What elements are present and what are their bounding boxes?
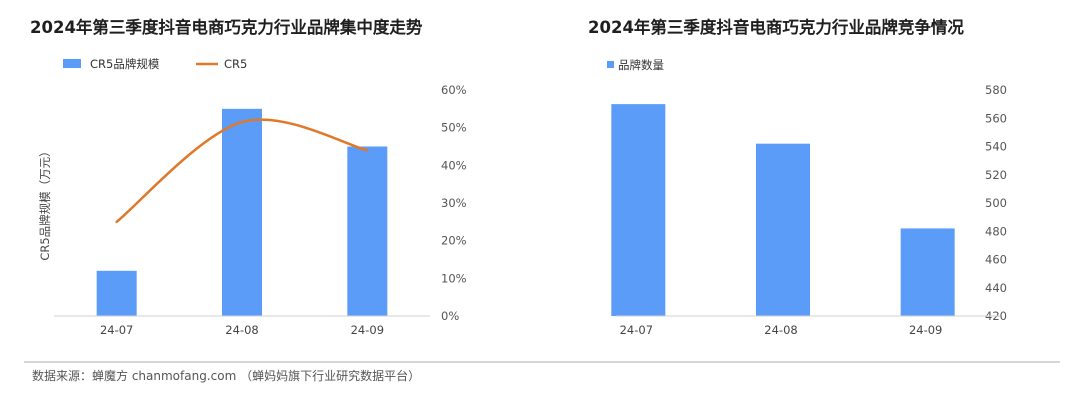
y2-tick-label: 0%: [441, 309, 459, 323]
y-tick-label: 460: [985, 253, 1007, 267]
y-tick-label: 540: [985, 140, 1007, 154]
legend-swatch-brand-count: [607, 61, 614, 68]
x-tick-label: 24-09: [909, 323, 942, 337]
x-tick-label: 24-09: [351, 323, 384, 337]
brand-competition-chart: 品牌数量CR542044046048050052054056058024-072…: [607, 58, 1007, 337]
chart-title-right: 2024年第三季度抖音电商巧克力行业品牌竞争情况: [588, 18, 964, 37]
y2-tick-label: 60%: [441, 83, 467, 97]
legend-label-brand-count: 品牌数量: [618, 58, 664, 72]
y-tick-label: 480: [985, 224, 1007, 238]
legend-label-bars: CR5品牌规模: [90, 57, 160, 71]
bar-brand-count-24-07: [611, 104, 666, 316]
footer-divider: [24, 361, 1060, 363]
chart-title-left: 2024年第三季度抖音电商巧克力行业品牌集中度走势: [30, 18, 423, 37]
y-tick-label: 560: [985, 111, 1007, 125]
x-tick-label: 24-08: [225, 323, 258, 337]
bar-cr5-scale-24-09: [347, 146, 388, 316]
y-tick-label: 580: [985, 83, 1007, 97]
y2-tick-label: 20%: [441, 234, 467, 248]
x-tick-label: 24-07: [100, 323, 133, 337]
brand-concentration-chart: CR5品牌规模 CR5 CR5品牌规模（万元） 0% 10% 20% 30% 40% 50% 60…: [38, 57, 467, 337]
data-source-note: 数据来源：蝉魔方 chanmofang.com （蝉妈妈旗下行业研究数据平台）: [32, 369, 421, 383]
y2-tick-label: 40%: [441, 158, 467, 172]
bar-cr5-scale-24-08: [222, 108, 262, 316]
bar-cr5-scale-24-07: [96, 270, 137, 316]
bar-brand-count-24-08: [756, 143, 810, 316]
y2-tick-label: 50%: [441, 121, 467, 135]
y2-tick-label: 30%: [441, 196, 467, 210]
y-axis-title: CR5品牌规模（万元）: [38, 145, 52, 260]
x-tick-label: 24-08: [764, 323, 797, 337]
y-tick-label: 440: [985, 281, 1007, 295]
y-tick-label: 520: [985, 168, 1007, 182]
legend-label-line: CR5: [224, 57, 247, 71]
y-tick-label: 500: [985, 196, 1007, 210]
legend-swatch-bars: [63, 59, 81, 68]
bar-brand-count-24-09: [900, 228, 955, 316]
x-tick-label: 24-07: [620, 323, 653, 337]
y2-tick-label: 10%: [441, 271, 467, 285]
